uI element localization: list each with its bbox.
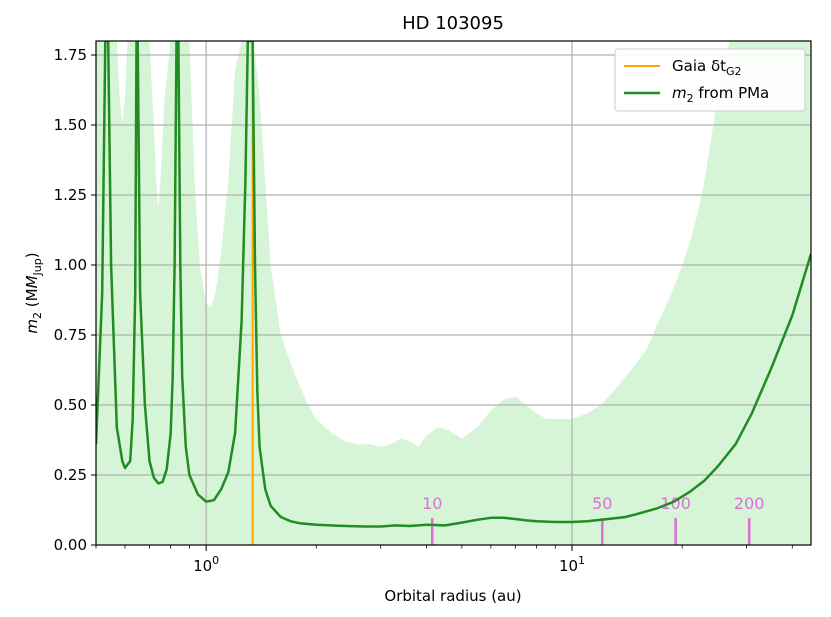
- confidence-band: [96, 41, 811, 545]
- y-axis-label: m2 (MMJup): [23, 252, 44, 333]
- y-tick-label: 1.75: [54, 46, 87, 64]
- x-tick-label: 101: [559, 554, 585, 575]
- grid-layer: [96, 41, 811, 545]
- y-tick-label: 1.50: [54, 116, 87, 134]
- series-line-m2: [96, 41, 811, 528]
- series-layer: [96, 41, 811, 545]
- y-tick-layer: 0.00 0.25 0.50 0.75 1.00 1.25 1.50 1.75: [54, 46, 96, 554]
- period-marker-label: 100: [660, 494, 691, 513]
- y-tick-label: 1.00: [54, 256, 87, 274]
- period-marker-label: 200: [734, 494, 765, 513]
- plot-frame: [95, 40, 812, 546]
- x-tick-label: 100: [193, 554, 219, 575]
- legend: Gaia δtG2 m2 from PMa: [614, 48, 806, 112]
- period-marker-layer: 10 50 100 200: [422, 494, 764, 545]
- period-marker-label: 50: [592, 494, 612, 513]
- legend-m2-label: m2 from PMa: [672, 84, 769, 105]
- chart-title: HD 103095: [402, 13, 504, 34]
- x-tick-layer: 100 101: [95, 545, 793, 575]
- y-tick-label: 0.75: [54, 326, 87, 344]
- period-marker-label: 10: [422, 494, 442, 513]
- legend-box: [614, 48, 806, 112]
- y-tick-label: 0.25: [54, 466, 87, 484]
- y-tick-label: 1.25: [54, 186, 87, 204]
- legend-gaia-label: Gaia δtG2: [672, 57, 742, 78]
- x-axis-label: Orbital radius (au): [384, 587, 521, 605]
- y-tick-label: 0.00: [54, 536, 87, 554]
- confidence-band-layer: [96, 41, 811, 545]
- y-tick-label: 0.50: [54, 396, 87, 414]
